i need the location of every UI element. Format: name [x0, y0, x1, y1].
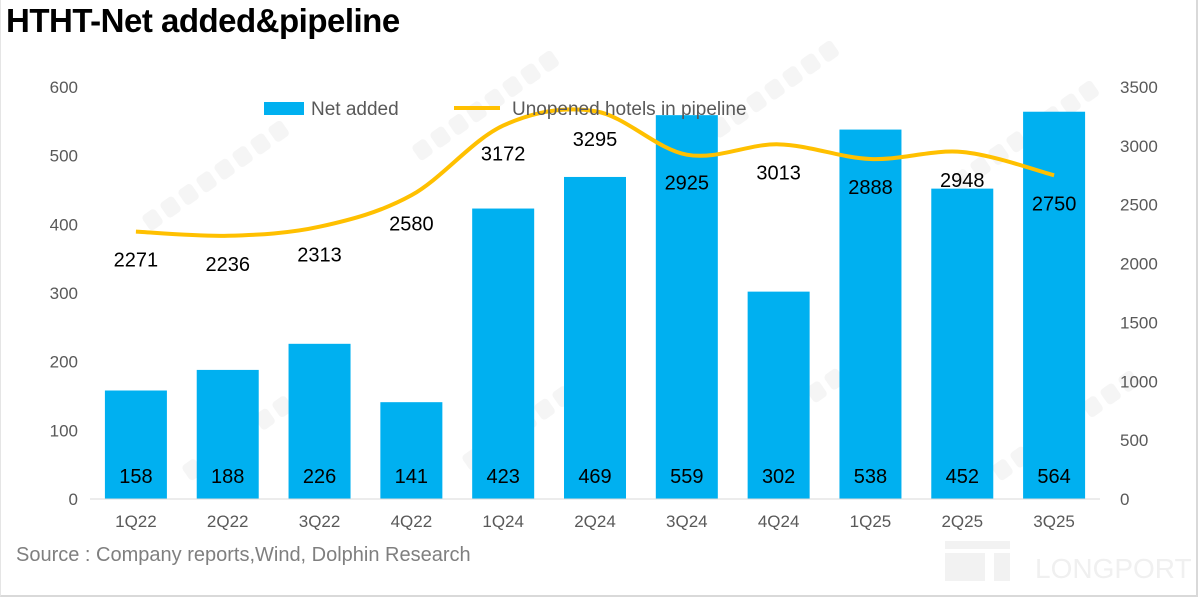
bar-net-added — [1023, 111, 1086, 499]
x-tick-label: 4Q22 — [391, 512, 433, 531]
legend-swatch-net-added — [264, 102, 304, 115]
line-data-label: 2948 — [940, 170, 985, 192]
x-tick-label: 3Q24 — [666, 512, 708, 531]
x-tick-label: 3Q25 — [1033, 512, 1075, 531]
left-tick-label: 0 — [69, 490, 78, 509]
bar-net-added — [472, 208, 535, 500]
bar-data-label: 559 — [670, 466, 703, 488]
bar-data-label: 452 — [946, 466, 979, 488]
right-tick-label: 500 — [1120, 431, 1148, 450]
legend-label-pipeline: Unopened hotels in pipeline — [512, 99, 747, 120]
x-tick-label: 1Q24 — [482, 512, 524, 531]
right-tick-label: 3000 — [1120, 137, 1158, 156]
bar-data-label: 564 — [1037, 466, 1070, 488]
right-tick-label: 1500 — [1120, 313, 1158, 332]
x-tick-label: 1Q25 — [850, 512, 892, 531]
line-data-label: 2236 — [205, 254, 250, 276]
bar-net-added — [196, 369, 259, 499]
bar-data-label: 423 — [486, 466, 519, 488]
line-data-label: 2271 — [114, 250, 159, 272]
left-tick-label: 600 — [50, 78, 78, 97]
x-tick-label: 4Q24 — [758, 512, 800, 531]
bar-net-added — [380, 402, 443, 499]
line-data-label: 2925 — [665, 173, 710, 195]
right-tick-label: 2000 — [1120, 255, 1158, 274]
bar-net-added — [655, 115, 718, 500]
source-note: Source : Company reports,Wind, Dolphin R… — [16, 544, 471, 566]
legend-label-net-added: Net added — [311, 99, 399, 120]
svg-text:LONGPORT: LONGPORT — [1035, 553, 1192, 584]
right-tick-label: 1000 — [1120, 372, 1158, 391]
x-tick-label: 1Q22 — [115, 512, 157, 531]
watermark — [142, 120, 289, 231]
bar-net-added — [104, 390, 167, 499]
bar-net-added — [839, 129, 902, 499]
left-tick-label: 100 — [50, 421, 78, 440]
x-tick-label: 2Q25 — [941, 512, 983, 531]
bar-data-label: 538 — [854, 466, 887, 488]
x-tick-label: 2Q24 — [574, 512, 616, 531]
bar-data-label: 158 — [119, 466, 152, 488]
left-tick-label: 500 — [50, 147, 78, 166]
bar-net-added — [564, 176, 626, 499]
left-tick-label: 300 — [50, 284, 78, 303]
right-tick-label: 3500 — [1120, 78, 1158, 97]
line-data-label: 2750 — [1032, 193, 1077, 215]
line-data-label: 2888 — [848, 177, 893, 199]
watermark — [412, 50, 559, 161]
legend: Net added Unopened hotels in pipeline — [264, 99, 747, 120]
line-data-label: 3172 — [481, 144, 526, 166]
bar-data-label: 302 — [762, 466, 795, 488]
right-tick-label: 2500 — [1120, 196, 1158, 215]
right-tick-label: 0 — [1120, 490, 1129, 509]
left-tick-label: 400 — [50, 215, 78, 234]
bar-net-added — [931, 188, 994, 500]
chart-title: HTHT-Net added&pipeline — [6, 2, 400, 39]
bar-data-label: 188 — [211, 466, 244, 488]
line-data-label: 3295 — [573, 129, 618, 151]
bar-net-added — [747, 291, 810, 499]
bar-data-label: 141 — [395, 466, 428, 488]
line-data-label: 2580 — [389, 213, 434, 235]
bar-net-added — [288, 343, 351, 499]
left-tick-label: 200 — [50, 353, 78, 372]
bar-data-label: 469 — [578, 466, 611, 488]
line-data-label: 3013 — [756, 162, 801, 184]
x-tick-label: 3Q22 — [299, 512, 341, 531]
bar-data-label: 226 — [303, 466, 336, 488]
x-tick-label: 2Q22 — [207, 512, 249, 531]
line-data-label: 2313 — [297, 245, 342, 267]
longport-logo: LONGPORT — [945, 541, 1192, 584]
